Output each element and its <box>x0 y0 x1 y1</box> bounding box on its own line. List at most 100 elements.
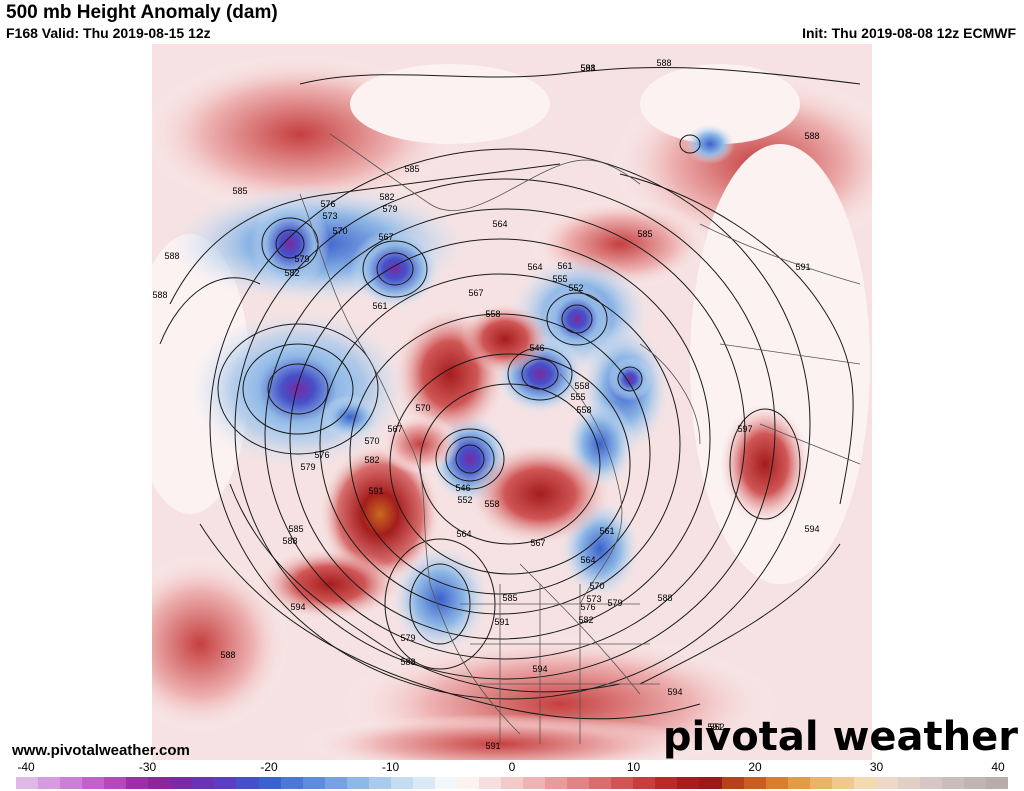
contour-label: 573 <box>322 211 337 221</box>
colorbar-swatch <box>986 777 1009 789</box>
brand-logo: pivotal weather <box>662 714 1018 760</box>
colorbar-swatch <box>611 777 634 789</box>
colorbar-tick-label: 10 <box>626 760 641 774</box>
contour-label: 558 <box>576 405 591 415</box>
contour-label: 591 <box>368 486 383 496</box>
map-title: 500 mb Height Anomaly (dam) <box>6 2 278 23</box>
colorbar-swatch <box>236 777 259 789</box>
colorbar-swatch <box>655 777 678 789</box>
contour-label: 555 <box>552 274 567 284</box>
colorbar-swatch <box>633 777 656 789</box>
colorbar-swatch <box>721 777 744 789</box>
contour-label: 546 <box>529 343 544 353</box>
colorbar-swatch <box>765 777 788 789</box>
colorbar-swatch <box>346 777 369 789</box>
contour-label: 579 <box>300 462 315 472</box>
contour-label: 576 <box>320 199 335 209</box>
contour-label: 588 <box>804 131 819 141</box>
colorbar-tick-label: 20 <box>748 760 762 774</box>
contour-label: 579 <box>607 598 622 608</box>
colorbar-swatch <box>16 777 39 789</box>
contour-label: 579 <box>294 254 309 264</box>
contour-label: 561 <box>372 301 387 311</box>
contour-label: 594 <box>804 524 819 534</box>
colorbar-swatch <box>390 777 413 789</box>
contour-label: 591 <box>795 262 810 272</box>
valid-time: F168 Valid: Thu 2019-08-15 12z <box>6 25 211 41</box>
colorbar-swatch <box>324 777 347 789</box>
colorbar-swatch <box>919 777 942 789</box>
contour-label: 564 <box>580 555 595 565</box>
colorbar-swatch <box>567 777 590 789</box>
colorbar-swatch <box>280 777 303 789</box>
contour-label: 567 <box>530 538 545 548</box>
contour-label: 567 <box>468 288 483 298</box>
contour-label: 594 <box>667 687 682 697</box>
colorbar-swatch <box>148 777 171 789</box>
colorbar-swatch <box>809 777 832 789</box>
contour-label: 561 <box>557 261 572 271</box>
height-contours <box>159 66 861 720</box>
colorbar-swatch <box>589 777 612 789</box>
colorbar-swatch <box>831 777 854 789</box>
contour-label: 564 <box>527 262 542 272</box>
contour-label: 573 <box>586 594 601 604</box>
map-panel[interactable]: 588 588 585 588 585 576 573 570 582 579 567 564 579 5… <box>0 44 1024 760</box>
colorbar-swatch <box>60 777 83 789</box>
contour-label: 576 <box>314 450 329 460</box>
colorbar-swatch <box>875 777 898 789</box>
contour-labels: 5885885855885855765735705825795675645795… <box>152 58 819 751</box>
contour-label: 570 <box>332 226 347 236</box>
contour-label: 570 <box>364 436 379 446</box>
contour-label: 585 <box>404 164 419 174</box>
colorbar-swatch <box>126 777 149 789</box>
contour-label: 588 <box>220 650 235 660</box>
colorbar <box>16 777 1009 789</box>
contour-label: 585 <box>637 229 652 239</box>
colorbar-tick-label: -10 <box>381 760 400 774</box>
contour-label: 588 <box>657 593 672 603</box>
contour-label: 546 <box>455 483 470 493</box>
contour-label: 582 <box>379 192 394 202</box>
colorbar-tick-label: 40 <box>991 760 1005 774</box>
colorbar-tick-label: 30 <box>869 760 884 774</box>
colorbar-swatch <box>964 777 987 789</box>
contour-label: 579 <box>382 204 397 214</box>
contour-label: 576 <box>580 602 595 612</box>
contour-label: 570 <box>415 403 430 413</box>
contour-label: 591 <box>494 617 509 627</box>
header: 500 mb Height Anomaly (dam) F168 Valid: … <box>0 0 1024 44</box>
contour-label: 564 <box>492 219 507 229</box>
contour-label: 585 <box>232 186 247 196</box>
contour-label: 558 <box>574 381 589 391</box>
colorbar-swatch <box>478 777 502 789</box>
contour-label: 594 <box>532 664 547 674</box>
colorbar-swatch <box>82 777 105 789</box>
contour-label: 594 <box>290 602 305 612</box>
contour-label: 585 <box>502 593 517 603</box>
colorbar-swatch <box>214 777 237 789</box>
colorbar-swatch <box>853 777 876 789</box>
contour-label: 582 <box>364 455 379 465</box>
colorbar-tick-label: -20 <box>260 760 278 774</box>
colorbar-swatch <box>368 777 391 789</box>
contour-label: 582 <box>284 268 299 278</box>
colorbar-tick-label: -40 <box>17 760 35 774</box>
contour-label: 588 <box>164 251 179 261</box>
colorbar-swatch <box>677 777 700 789</box>
contour-label: 558 <box>485 309 500 319</box>
contour-label: 597 <box>737 424 752 434</box>
contour-label: 555 <box>570 392 585 402</box>
contour-label: 591 <box>580 63 595 73</box>
colorbar-tick-label: -30 <box>138 760 157 774</box>
contour-label: 588 <box>400 657 415 667</box>
contour-label: 567 <box>378 232 393 242</box>
colorbar-swatch <box>941 777 965 789</box>
colorbar-swatch <box>170 777 193 789</box>
site-url[interactable]: www.pivotalweather.com <box>12 742 190 759</box>
colorbar-swatch <box>743 777 766 789</box>
colorbar-swatch <box>302 777 325 789</box>
colorbar-swatch <box>38 777 61 789</box>
contour-label: 570 <box>589 581 604 591</box>
height-anomaly-map[interactable]: 5885885855885855765735705825795675645795… <box>0 44 1024 760</box>
